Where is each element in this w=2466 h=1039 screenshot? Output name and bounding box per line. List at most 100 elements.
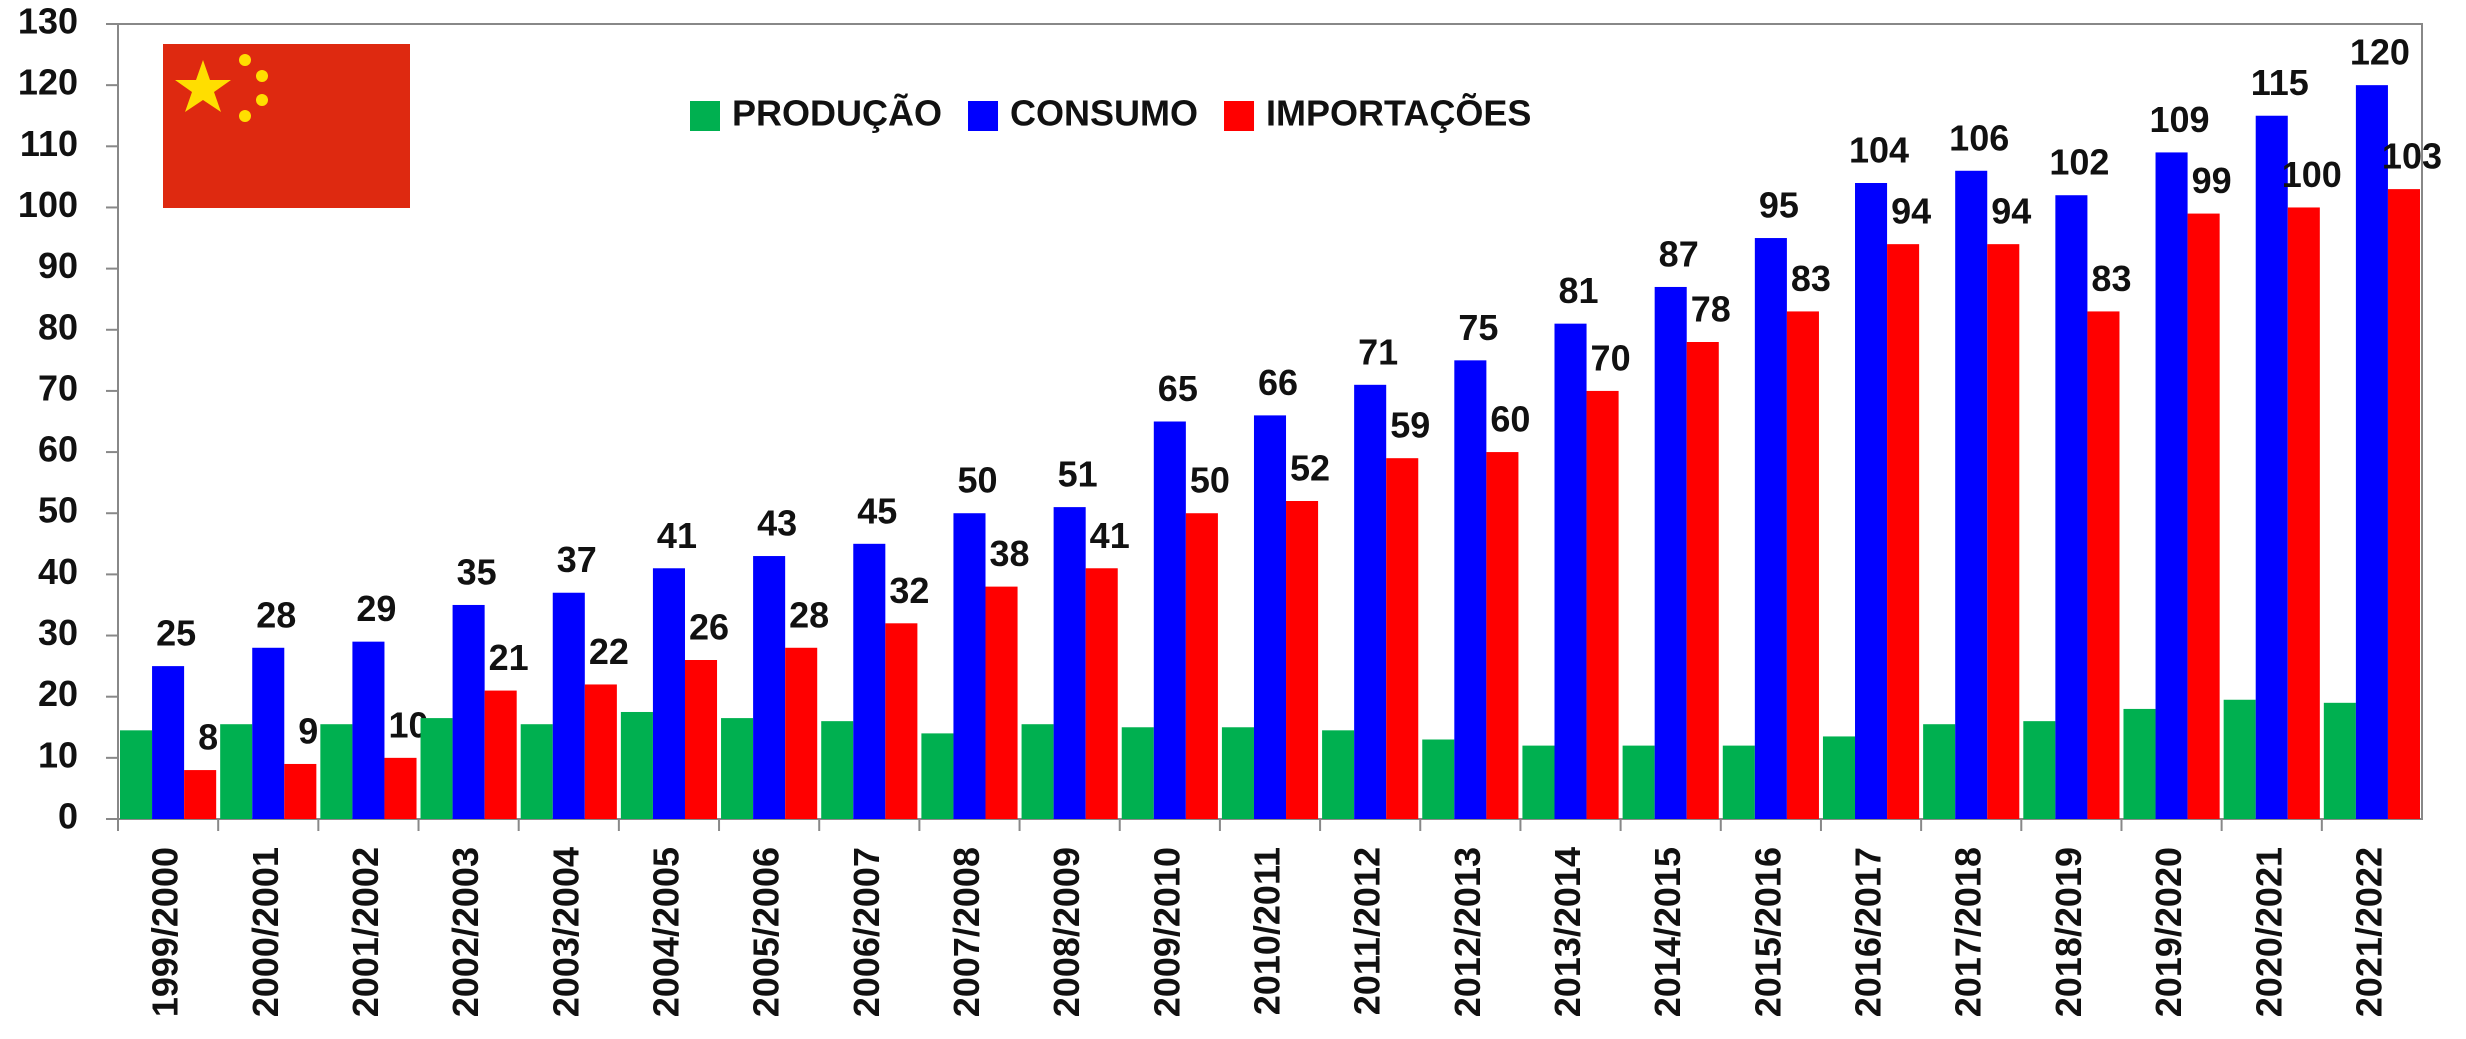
bar — [1622, 745, 1655, 819]
data-label: 66 — [1258, 362, 1298, 403]
bar — [320, 724, 353, 819]
bar — [1021, 724, 1054, 819]
y-tick-label: 60 — [38, 429, 78, 470]
bar — [921, 733, 954, 819]
bar — [2055, 195, 2088, 819]
bar — [2287, 207, 2320, 819]
bar — [152, 666, 185, 819]
bar — [2323, 702, 2356, 819]
bar — [2087, 311, 2120, 819]
x-tick-label: 2006/2007 — [846, 847, 887, 1017]
bar — [821, 721, 854, 819]
y-tick-label: 80 — [38, 306, 78, 347]
data-label: 104 — [1849, 130, 1909, 171]
bar — [853, 543, 886, 819]
bar — [1722, 745, 1755, 819]
data-label: 95 — [1759, 185, 1799, 226]
bar — [184, 770, 217, 819]
bar — [384, 757, 417, 819]
bar — [1253, 415, 1287, 819]
legend-swatch — [1224, 101, 1255, 131]
y-tick-label: 90 — [38, 245, 78, 286]
data-label: 94 — [1891, 191, 1931, 232]
x-tick-label: 2015/2016 — [1747, 847, 1788, 1017]
bar — [120, 730, 153, 819]
y-tick-label: 20 — [38, 673, 78, 714]
data-label: 52 — [1290, 448, 1330, 489]
bar — [2187, 213, 2220, 820]
x-tick-label: 2007/2008 — [946, 847, 987, 1017]
bar — [785, 647, 818, 819]
data-label: 41 — [1090, 515, 1130, 556]
data-label: 103 — [2382, 136, 2442, 177]
data-label: 65 — [1158, 368, 1198, 409]
bar — [1153, 421, 1186, 819]
data-label: 25 — [156, 613, 196, 654]
y-tick-label: 130 — [18, 1, 78, 42]
legend-label: PRODUÇÃO — [732, 92, 942, 134]
x-tick-label: 2009/2010 — [1146, 847, 1187, 1017]
bar — [1486, 452, 1519, 819]
data-label: 59 — [1390, 405, 1430, 446]
legend-label: IMPORTAÇÕES — [1266, 92, 1531, 134]
bar — [2155, 152, 2188, 819]
bar — [1454, 360, 1487, 819]
bar — [252, 647, 285, 819]
bar — [1121, 727, 1154, 819]
bar — [1987, 244, 2020, 820]
bar — [1286, 501, 1319, 819]
flag-star — [256, 70, 268, 82]
x-tick-label: 2000/2001 — [245, 847, 286, 1017]
data-label: 87 — [1659, 233, 1699, 274]
bar — [1554, 323, 1587, 819]
data-label: 60 — [1490, 399, 1530, 440]
flag — [163, 44, 410, 208]
y-tick-label: 110 — [20, 123, 78, 164]
data-label: 26 — [689, 607, 729, 648]
bar — [1586, 390, 1619, 819]
data-label: 8 — [198, 717, 218, 758]
bar — [753, 556, 786, 819]
data-label: 9 — [298, 710, 318, 751]
y-tick-label: 30 — [38, 612, 78, 653]
data-label: 32 — [889, 570, 929, 611]
bar — [885, 623, 918, 819]
data-label: 99 — [2192, 160, 2232, 201]
data-label: 81 — [1558, 270, 1598, 311]
y-tick-label: 40 — [38, 551, 78, 592]
x-tick-label: 2005/2006 — [746, 847, 787, 1017]
data-label: 83 — [2091, 258, 2131, 299]
bar — [1786, 311, 1819, 819]
data-label: 43 — [757, 503, 797, 544]
flag-star — [239, 54, 251, 66]
data-label: 120 — [2350, 32, 2410, 73]
x-tick-label: 2018/2019 — [2048, 847, 2089, 1017]
x-tick-label: 2012/2013 — [1447, 847, 1488, 1017]
x-tick-label: 2003/2004 — [545, 847, 586, 1017]
bar — [620, 711, 653, 819]
data-label: 100 — [2282, 154, 2342, 195]
bar — [2387, 189, 2420, 820]
data-label: 71 — [1358, 331, 1398, 372]
bar — [985, 586, 1018, 819]
data-label: 106 — [1949, 117, 2009, 158]
x-tick-label: 2013/2014 — [1547, 847, 1588, 1017]
x-tick-label: 2021/2022 — [2348, 847, 2389, 1017]
bar — [520, 724, 553, 819]
x-tick-label: 2020/2021 — [2248, 847, 2289, 1017]
bar — [684, 660, 718, 819]
data-label: 41 — [657, 515, 697, 556]
bar — [1322, 730, 1355, 819]
bar — [1522, 745, 1555, 819]
data-label: 115 — [2251, 62, 2309, 103]
data-label: 21 — [489, 637, 529, 678]
data-label: 109 — [2150, 99, 2210, 140]
data-label: 94 — [1991, 191, 2031, 232]
data-label: 38 — [990, 533, 1030, 574]
bar — [1855, 183, 1888, 819]
y-tick-label: 50 — [38, 490, 78, 531]
data-label: 28 — [256, 594, 296, 635]
bar — [1887, 244, 1920, 820]
bar — [2223, 699, 2256, 819]
bar — [2255, 115, 2288, 819]
